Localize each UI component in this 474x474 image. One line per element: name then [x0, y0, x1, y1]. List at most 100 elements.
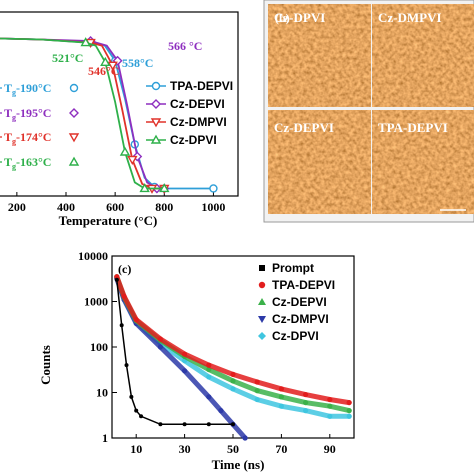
- panel-a-x-tick-label: 800: [155, 200, 173, 214]
- panel-a-legend-label: TPA-DEPVI: [170, 79, 233, 93]
- panel-a-data-point: [119, 146, 131, 156]
- panel-c-x-tick-label: 30: [179, 442, 191, 456]
- panel-a-data-point: [209, 184, 218, 193]
- panel-c-data-point: [327, 396, 333, 403]
- panel-a-legend-label: Cz-DPVI: [170, 133, 217, 147]
- panel-c-data-point: [206, 362, 212, 368]
- panel-a-x-tick-label: 200: [8, 200, 26, 214]
- panel-c-data-point: [157, 344, 163, 350]
- panel-c-data-point: [231, 422, 235, 427]
- panel-a-legend-marker: [151, 81, 161, 91]
- panel-c-data-point: [121, 293, 127, 299]
- panel-c-data-point: [206, 374, 212, 380]
- panel-a-data-point: [139, 183, 150, 193]
- panel-c-data-point: [254, 379, 260, 385]
- panel-c-data-point: [278, 394, 284, 400]
- panel-a-tg-marker: [68, 133, 80, 143]
- panel-c-legend-marker: [258, 316, 266, 323]
- panel-c-data-point: [114, 277, 119, 282]
- panel-a-legend-marker: [150, 118, 162, 128]
- afm-image-texture: [268, 110, 371, 214]
- panel-c-legend-label: Cz-DPVI: [272, 329, 319, 343]
- panel-c-legend-label: Prompt: [272, 261, 314, 275]
- panel-a-data-point: [80, 37, 91, 47]
- panel-c-legend-marker: [258, 281, 266, 289]
- afm-image-label: Cz-DMPVI: [378, 10, 442, 25]
- panel-c-data-point: [182, 368, 188, 374]
- panel-c-data-point: [129, 394, 134, 399]
- panel-c-legend-marker: [259, 265, 265, 271]
- panel-a-tg-label: Tg-163°C: [4, 155, 51, 171]
- panel-a-data-point: [100, 56, 111, 67]
- panel-c-data-point: [139, 414, 144, 419]
- panel-c-legend-label: Cz-DMPVI: [272, 312, 329, 326]
- panel-c-y-tick-label: 10000: [78, 249, 108, 263]
- panel-a-tg-label: Tg-174°C: [4, 130, 51, 146]
- panel-a-legend-marker: [150, 134, 162, 144]
- panel-c-x-tick-label: 90: [324, 442, 336, 456]
- panel-c-data-point: [254, 388, 260, 394]
- panel-a-x-tick-label: 400: [57, 200, 75, 214]
- panel-a-x-axis-title: Temperature (°C): [59, 213, 158, 228]
- panel-a-tg-label: Tg-190°C: [4, 81, 51, 97]
- afm-image-label: TPA-DEPVI: [378, 120, 448, 135]
- panel-a-tg-marker: [68, 156, 80, 166]
- panel-c-data-point: [182, 351, 188, 357]
- afm-image-texture: [268, 4, 371, 107]
- panel-c-data-point: [158, 422, 163, 427]
- panel-c-data-point: [346, 408, 352, 414]
- panel-c-legend-label: TPA-DEPVI: [272, 278, 335, 292]
- panel-c-series-trace: [114, 274, 352, 406]
- panel-a-legend-marker: [151, 99, 161, 109]
- panel-c-y-tick-label: 100: [90, 340, 108, 354]
- panel-a-data-point: [107, 61, 118, 71]
- panel-c-series-trace: [116, 279, 234, 426]
- panel-a-plot-frame: [0, 11, 239, 197]
- panel-a-data-point: [159, 183, 170, 193]
- panel-a-onset-annotation: 546°C: [88, 64, 119, 78]
- panel-a-x-tick-label: 600: [106, 200, 124, 214]
- panel-c-data-point: [218, 408, 224, 414]
- panel-a-x-tick-label: 1000: [201, 200, 225, 214]
- panel-c-y-tick-label: 1000: [84, 295, 108, 309]
- panel-c-data-point: [327, 413, 333, 419]
- panel-c-y-axis-title: Counts: [38, 345, 53, 385]
- panel-a-onset-annotation: 566 °C: [168, 39, 202, 53]
- panel-c-data-point: [182, 422, 187, 427]
- panel-c-data-point: [230, 371, 236, 377]
- panel-a-data-point: [127, 155, 138, 166]
- panel-c-data-point: [242, 435, 248, 441]
- panel-c-data-point: [346, 399, 352, 406]
- panel-c-y-tick-label: 1: [102, 431, 108, 445]
- afm-image-texture: [372, 110, 474, 214]
- panel-c-data-point: [230, 386, 236, 392]
- panel-c-data-point: [157, 336, 163, 342]
- panel-c-data-point: [119, 323, 124, 328]
- panel-c-legend-marker: [258, 332, 266, 340]
- panel-a-legend-label: Cz-DEPVI: [170, 97, 225, 111]
- panel-c-data-point: [230, 378, 236, 384]
- panel-a-tg-marker: [69, 108, 79, 118]
- panel-c-data-point: [278, 403, 284, 409]
- afm-image-texture: [372, 4, 474, 107]
- panel-a-data-point: [112, 55, 123, 66]
- afm-image-label: Cz-DPVI: [274, 10, 325, 25]
- panel-c-data-point: [134, 408, 139, 413]
- panel-c-data-point: [303, 408, 309, 414]
- panel-c-data-point: [206, 394, 212, 400]
- panel-c-data-point: [278, 386, 284, 392]
- panel-a-tg-marker: [69, 83, 79, 93]
- panel-c-x-tick-label: 10: [130, 442, 142, 456]
- panel-c-data-point: [327, 403, 333, 409]
- panel-c-legend-marker: [258, 298, 266, 305]
- panel-a-legend-label: Cz-DMPVI: [170, 115, 227, 129]
- panel-c-data-point: [124, 363, 129, 368]
- afm-image-label: Cz-DEPVI: [274, 120, 334, 135]
- panel-a-onset-annotation: 521°C: [52, 51, 83, 65]
- panel-c-y-tick-label: 10: [96, 386, 108, 400]
- panel-c-legend-label: Cz-DEPVI: [272, 295, 327, 309]
